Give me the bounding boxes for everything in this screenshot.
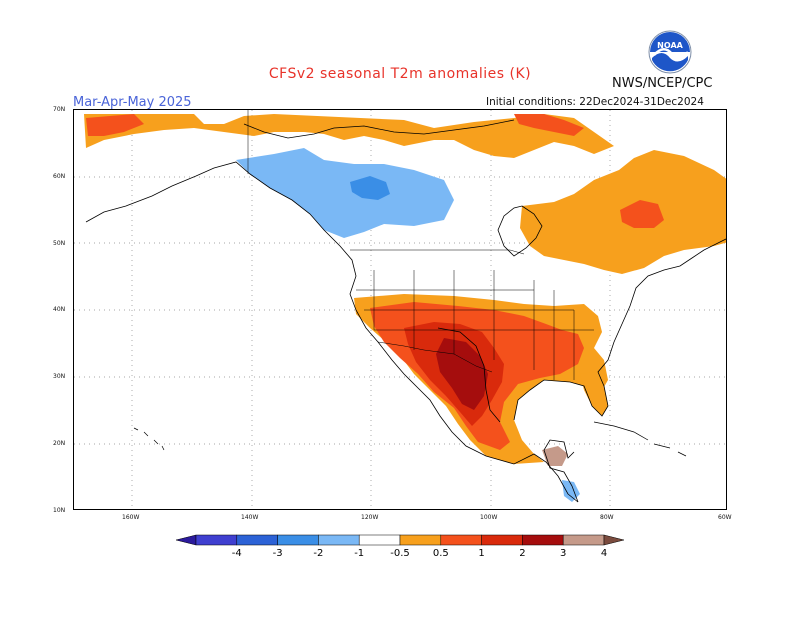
colorbar-swatch — [236, 534, 278, 546]
lon-label-60w: 60W — [718, 514, 732, 521]
lon-label-100w: 100W — [480, 514, 498, 521]
anomaly-region-yucatan — [542, 446, 568, 466]
anomaly-region-core-strong — [436, 338, 488, 410]
colorbar-tick-label: 2 — [519, 548, 526, 559]
colorbar-swatch — [562, 534, 605, 546]
map-title: CFSv2 seasonal T2m anomalies (K) — [268, 66, 532, 82]
lon-label-120w: 120W — [361, 514, 379, 521]
lat-label-40n: 40N — [53, 306, 66, 313]
colorbar-swatch — [481, 534, 523, 546]
anomaly-region-north-canada-strong — [514, 114, 584, 136]
season-label: Mar-Apr-May 2025 — [73, 95, 192, 110]
noaa-logo: NOAA — [648, 30, 692, 74]
colorbar-swatch — [440, 534, 482, 546]
colorbar-tick-label: 4 — [600, 548, 608, 559]
colorbar-tick-label: -2 — [313, 548, 324, 559]
agency-label: NWS/NCEP/CPC — [612, 76, 713, 91]
colorbar-tick-label: -1 — [354, 548, 365, 559]
anomaly-region-florida — [580, 372, 608, 416]
colorbar-tick-label: 0.5 — [432, 548, 449, 559]
anomaly-region-central-america-cold — [562, 480, 580, 502]
colorbar-swatch — [358, 534, 401, 546]
lon-label-140w: 140W — [241, 514, 259, 521]
coastlines — [85, 119, 726, 503]
colorbar-swatch — [318, 534, 360, 546]
political-borders — [247, 110, 594, 380]
anomaly-region-quebec-strong — [620, 200, 664, 228]
lat-label-20n: 20N — [53, 440, 66, 447]
colorbar-swatch — [277, 534, 319, 546]
anomaly-shading — [84, 114, 726, 502]
colorbar-left-arrow — [175, 534, 197, 546]
lat-label-60n: 60N — [53, 173, 66, 180]
colorbar-swatch — [195, 534, 238, 546]
anomaly-region-north-canada — [84, 114, 614, 158]
lat-label-10n: 10N — [53, 507, 66, 514]
lon-label-80w: 80W — [600, 514, 614, 521]
lat-label-50n: 50N — [53, 240, 66, 247]
colorbar-tick-label: 3 — [560, 548, 567, 559]
anomaly-region-yukon-cold — [236, 148, 454, 238]
colorbar-tick-label: 1 — [478, 548, 485, 559]
map-canvas — [74, 110, 726, 509]
colorbar-tick-label: -0.5 — [390, 548, 410, 559]
lat-label-30n: 30N — [53, 373, 66, 380]
colorbar-swatch — [522, 534, 564, 546]
initial-conditions-label: Initial conditions: 22Dec2024-31Dec2024 — [486, 96, 704, 108]
lat-label-70n: 70N — [53, 106, 66, 113]
colorbar-swatch — [399, 534, 442, 546]
lon-label-160w: 160W — [122, 514, 140, 521]
anomaly-region-yukon-cold-strong — [350, 176, 390, 200]
anomaly-map — [73, 109, 727, 510]
anomaly-region-alaska-coast — [86, 114, 144, 136]
svg-text:NOAA: NOAA — [657, 41, 683, 50]
small-islands — [133, 421, 687, 457]
colorbar-tick-label: -3 — [272, 548, 283, 559]
colorbar-right-arrow — [603, 534, 625, 546]
colorbar-tick-label: -4 — [231, 548, 242, 559]
